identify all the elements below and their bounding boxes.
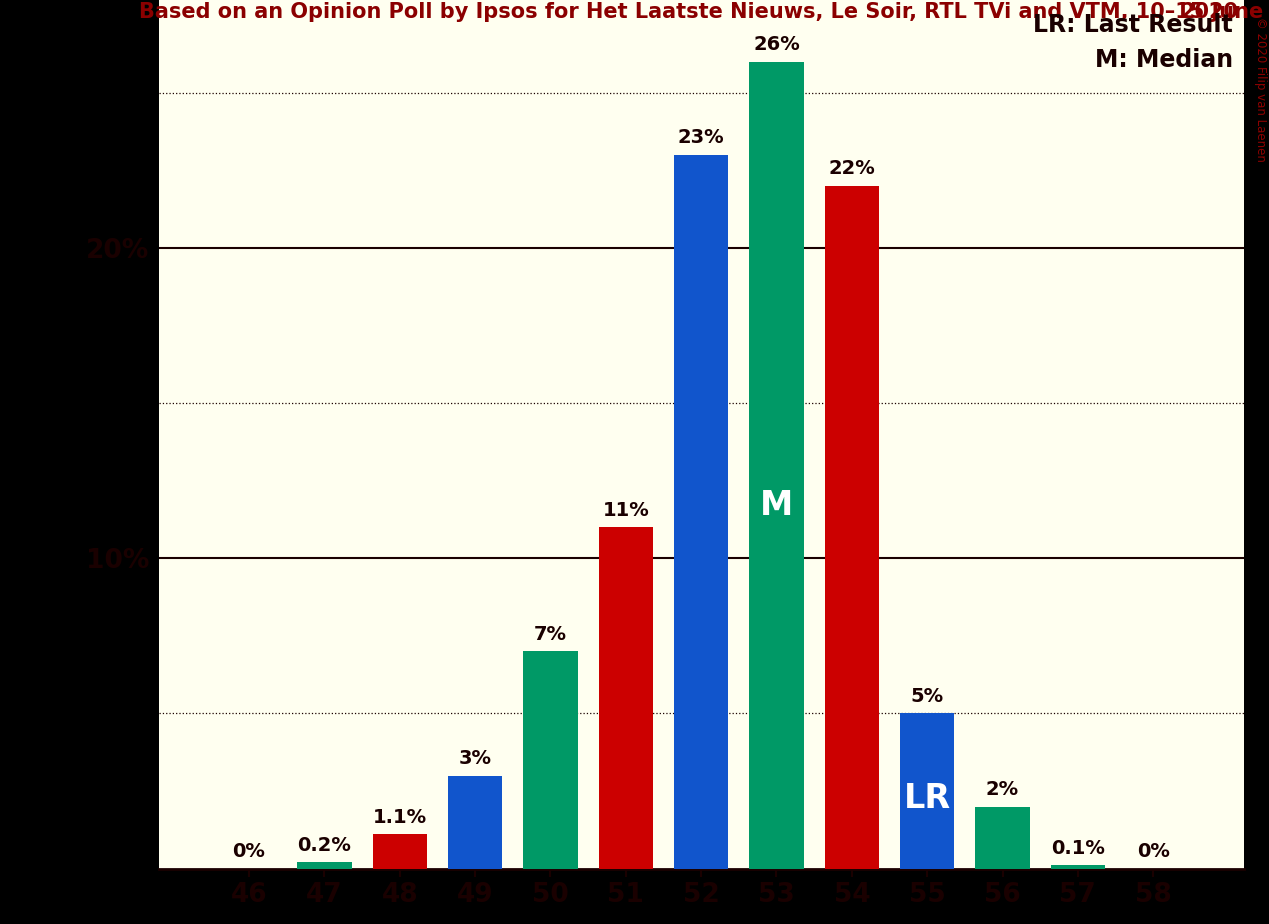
- Text: 5%: 5%: [911, 687, 944, 706]
- Text: 1.1%: 1.1%: [373, 808, 426, 827]
- Text: 22%: 22%: [829, 159, 876, 178]
- Text: Based on an Opinion Poll by Ipsos for Het Laatste Nieuws, Le Soir, RTL TVi and V: Based on an Opinion Poll by Ipsos for He…: [140, 2, 1263, 22]
- Bar: [373, 834, 426, 869]
- Text: M: Median: M: Median: [1095, 48, 1232, 72]
- Bar: [599, 528, 654, 869]
- Text: 0%: 0%: [232, 842, 265, 861]
- Bar: [448, 775, 503, 869]
- Text: LR: Last Result: LR: Last Result: [1033, 13, 1232, 37]
- Bar: [1051, 866, 1105, 869]
- Text: 3%: 3%: [458, 748, 491, 768]
- Text: 0.2%: 0.2%: [297, 835, 352, 855]
- Text: LR: LR: [904, 783, 950, 815]
- Bar: [900, 713, 954, 869]
- Bar: [750, 62, 803, 869]
- Bar: [976, 807, 1029, 869]
- Text: 7%: 7%: [534, 625, 567, 644]
- Text: 23%: 23%: [678, 128, 725, 147]
- Bar: [297, 862, 352, 869]
- Text: © 2020 Filip van Laenen: © 2020 Filip van Laenen: [1255, 18, 1268, 163]
- Text: 11%: 11%: [603, 501, 650, 519]
- Text: 0%: 0%: [1137, 842, 1170, 861]
- Bar: [674, 155, 728, 869]
- Text: 26%: 26%: [753, 35, 799, 55]
- Text: 2%: 2%: [986, 780, 1019, 798]
- Text: M: M: [760, 489, 793, 522]
- Bar: [523, 651, 577, 869]
- Bar: [825, 186, 879, 869]
- Text: 2020: 2020: [1180, 2, 1239, 22]
- Text: 0.1%: 0.1%: [1051, 839, 1105, 857]
